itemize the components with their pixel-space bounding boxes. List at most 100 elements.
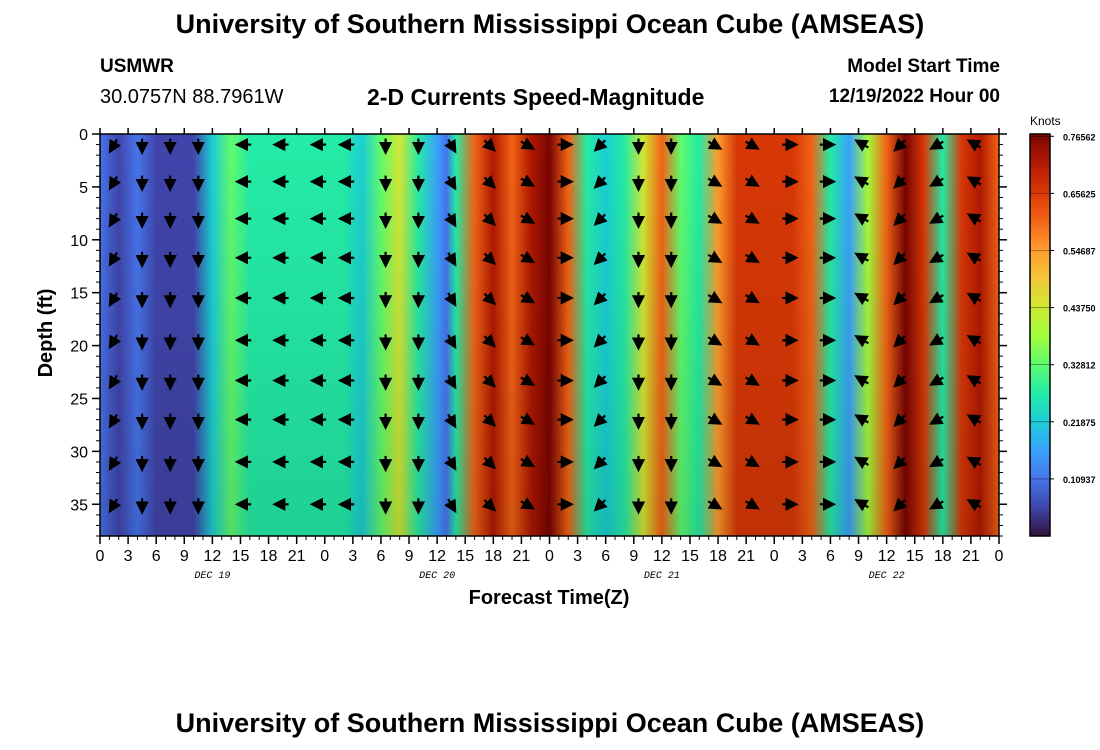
current-vector [929,454,944,468]
current-vector [108,252,122,267]
y-tick-label: 15 [70,286,88,303]
current-vector [520,412,536,425]
current-vector [108,138,122,154]
x-tick-label: 9 [854,548,863,565]
date-label: DEC 22 [869,571,905,582]
x-tick-label: 3 [348,548,357,565]
x-tick-label: 0 [995,548,1004,565]
depth-shading [100,134,999,536]
y-tick-label: 30 [70,444,88,461]
current-vector [893,333,908,348]
current-vector [593,251,608,266]
current-vector [482,497,497,512]
current-vector [966,414,982,427]
current-vector [444,456,457,471]
x-tick-label: 12 [878,548,896,565]
current-vector [108,212,122,228]
current-vector [593,455,608,470]
current-vector [444,334,457,350]
vector-field [108,137,982,515]
x-tick-label: 21 [288,548,306,565]
current-vector [482,212,497,227]
current-vector [444,498,457,514]
current-vector [108,374,122,390]
current-vector [854,292,869,306]
current-vector [893,455,908,470]
current-vector [444,374,457,390]
y-tick-label: 20 [70,339,88,356]
current-vector [745,497,760,510]
current-vector [482,174,497,189]
current-vector [520,454,536,468]
current-vector [966,335,982,348]
x-tick-label: 3 [124,548,133,565]
current-vector [745,211,760,224]
current-vector [444,413,457,429]
current-vector [929,412,944,425]
y-tick-label: 0 [79,127,88,144]
x-tick-label: 15 [681,548,699,565]
x-tick-label: 0 [320,548,329,565]
current-vector [520,137,536,150]
date-label: DEC 19 [194,571,230,582]
current-vector [929,250,944,263]
colorbar-tick-label: 0.43750 [1063,304,1096,314]
current-vector [929,290,944,304]
x-tick-label: 15 [232,548,250,565]
current-vector [966,292,982,306]
current-vector [444,292,457,308]
current-vector [444,252,457,267]
current-vector [893,291,908,306]
x-tick-label: 18 [709,548,727,565]
current-vector [745,454,760,468]
current-vector [593,413,608,428]
x-tick-label: 3 [798,548,807,565]
current-vector [854,414,869,427]
y-axis-label: Depth (ft) [35,289,57,378]
current-vector [854,375,869,388]
current-vector [893,413,908,428]
current-vector [482,291,497,306]
current-vector [707,250,723,263]
current-vector [108,292,122,308]
current-vector [482,455,497,470]
x-tick-label: 21 [737,548,755,565]
date-label: DEC 21 [644,571,680,582]
current-vector [854,139,869,152]
current-vector [593,333,608,348]
chart-subtitle: 2-D Currents Speed-Magnitude [367,84,705,110]
current-vector [893,212,908,227]
y-tick-label: 10 [70,233,88,250]
model-start-label: Model Start Time [847,56,1000,77]
current-vector [854,213,869,226]
current-vector [707,333,723,346]
x-tick-label: 6 [376,548,385,565]
x-tick-label: 6 [826,548,835,565]
current-vector [966,176,982,189]
current-vector [108,456,122,471]
current-vector [745,373,760,386]
current-vector [707,290,723,304]
current-vector [745,137,760,150]
current-vector [745,174,760,187]
current-vector [893,174,908,189]
current-vector [745,333,760,346]
y-tick-label: 25 [70,391,88,408]
x-tick-label: 0 [770,548,779,565]
colorbar-tick-label: 0.21875 [1063,418,1096,428]
x-tick-label: 21 [962,548,980,565]
current-vector [482,413,497,428]
current-vector [593,291,608,306]
y-tick-label: 5 [79,180,88,197]
current-vector [707,373,723,386]
current-vector [854,176,869,189]
current-vector [707,412,723,425]
x-tick-label: 18 [934,548,952,565]
y-tick-label: 35 [70,497,88,514]
footer-title: University of Southern Mississippi Ocean… [175,708,925,738]
date-label: DEC 20 [419,571,455,582]
current-vector [520,174,536,187]
current-vector [854,252,869,265]
current-vector [966,139,982,152]
